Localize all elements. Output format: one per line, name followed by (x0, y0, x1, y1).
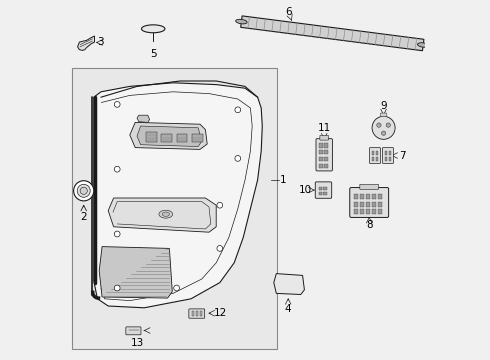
Bar (366, 202, 370, 207)
Circle shape (377, 123, 381, 127)
Polygon shape (241, 16, 424, 51)
FancyBboxPatch shape (320, 135, 328, 140)
Text: 13: 13 (131, 338, 144, 348)
Polygon shape (108, 198, 216, 232)
Circle shape (217, 246, 222, 251)
Circle shape (381, 131, 386, 135)
Bar (354, 209, 358, 214)
Circle shape (235, 107, 241, 113)
Circle shape (114, 166, 120, 172)
Ellipse shape (159, 210, 172, 218)
Polygon shape (99, 247, 172, 298)
Circle shape (114, 285, 120, 291)
Text: 1: 1 (280, 175, 287, 185)
Bar (385, 157, 387, 161)
FancyBboxPatch shape (316, 139, 332, 171)
Polygon shape (77, 36, 95, 50)
Circle shape (114, 231, 120, 237)
Text: 2: 2 (80, 212, 87, 222)
Bar (360, 209, 364, 214)
Circle shape (235, 156, 241, 161)
Bar (366, 194, 370, 199)
Polygon shape (137, 126, 202, 147)
Text: 12: 12 (214, 308, 227, 318)
Ellipse shape (417, 43, 429, 47)
FancyBboxPatch shape (126, 327, 141, 335)
Bar (372, 151, 374, 155)
Bar (199, 311, 202, 316)
Bar (324, 150, 328, 154)
Bar (324, 157, 328, 161)
Text: 4: 4 (285, 304, 292, 314)
Circle shape (114, 102, 120, 107)
Circle shape (74, 181, 94, 201)
Text: 3: 3 (98, 37, 104, 48)
Text: 6: 6 (285, 7, 292, 17)
Ellipse shape (142, 25, 165, 33)
Circle shape (80, 187, 87, 194)
Bar (354, 202, 358, 207)
Polygon shape (274, 274, 304, 294)
Bar (354, 194, 358, 199)
Bar (319, 163, 322, 168)
Bar (378, 194, 382, 199)
Bar (389, 157, 391, 161)
Polygon shape (94, 83, 262, 308)
Bar (378, 202, 382, 207)
FancyBboxPatch shape (350, 188, 389, 217)
Bar (192, 134, 202, 142)
Bar (360, 194, 364, 199)
Text: 11: 11 (318, 123, 331, 133)
Bar (192, 311, 194, 316)
Bar (324, 143, 328, 148)
Text: 8: 8 (366, 220, 372, 230)
FancyBboxPatch shape (382, 148, 393, 163)
Bar (146, 132, 157, 142)
Ellipse shape (162, 212, 170, 216)
Bar (378, 209, 382, 214)
Bar (366, 209, 370, 214)
Circle shape (174, 285, 179, 291)
Bar (319, 157, 322, 161)
Circle shape (217, 202, 222, 208)
Circle shape (386, 123, 391, 127)
Bar (319, 150, 322, 154)
FancyBboxPatch shape (315, 182, 332, 198)
Bar (376, 151, 378, 155)
FancyBboxPatch shape (369, 148, 381, 163)
Bar (318, 192, 322, 195)
Circle shape (77, 184, 90, 197)
Text: 10: 10 (299, 185, 312, 195)
Text: 5: 5 (150, 49, 156, 59)
Bar (376, 157, 378, 161)
Text: 9: 9 (380, 100, 387, 111)
Bar (372, 157, 374, 161)
Bar (389, 151, 391, 155)
Bar (319, 143, 322, 148)
Bar (372, 194, 376, 199)
Bar (360, 202, 364, 207)
Bar (72, 68, 277, 349)
Bar (385, 151, 387, 155)
Bar (196, 311, 198, 316)
Bar (318, 187, 322, 190)
Bar (323, 192, 327, 195)
Bar (324, 163, 328, 168)
Text: 7: 7 (399, 150, 406, 161)
Bar (323, 187, 327, 190)
Ellipse shape (236, 19, 247, 24)
Bar (176, 134, 187, 142)
Polygon shape (137, 115, 149, 122)
Polygon shape (130, 122, 207, 149)
Bar (372, 202, 376, 207)
FancyBboxPatch shape (189, 309, 205, 318)
Circle shape (372, 116, 395, 139)
Bar (372, 209, 376, 214)
Bar (162, 134, 172, 142)
FancyBboxPatch shape (360, 184, 379, 189)
FancyBboxPatch shape (380, 113, 387, 117)
